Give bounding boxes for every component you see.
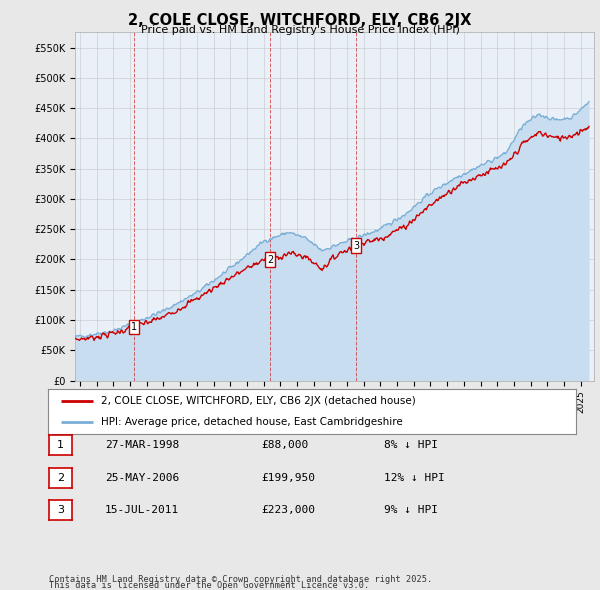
Text: £199,950: £199,950 [261, 473, 315, 483]
Text: 12% ↓ HPI: 12% ↓ HPI [384, 473, 445, 483]
Text: 27-MAR-1998: 27-MAR-1998 [105, 441, 179, 450]
Text: 1: 1 [131, 322, 137, 332]
Text: 3: 3 [57, 506, 64, 515]
Text: 2: 2 [267, 254, 273, 264]
Text: 8% ↓ HPI: 8% ↓ HPI [384, 441, 438, 450]
Text: £223,000: £223,000 [261, 506, 315, 515]
Text: 1: 1 [57, 441, 64, 450]
Text: 3: 3 [353, 241, 359, 251]
Text: HPI: Average price, detached house, East Cambridgeshire: HPI: Average price, detached house, East… [101, 417, 403, 427]
Text: 15-JUL-2011: 15-JUL-2011 [105, 506, 179, 515]
Text: 9% ↓ HPI: 9% ↓ HPI [384, 506, 438, 515]
Text: 2, COLE CLOSE, WITCHFORD, ELY, CB6 2JX (detached house): 2, COLE CLOSE, WITCHFORD, ELY, CB6 2JX (… [101, 396, 416, 407]
Text: Contains HM Land Registry data © Crown copyright and database right 2025.: Contains HM Land Registry data © Crown c… [49, 575, 433, 584]
Text: Price paid vs. HM Land Registry's House Price Index (HPI): Price paid vs. HM Land Registry's House … [140, 25, 460, 35]
Text: £88,000: £88,000 [261, 441, 308, 450]
Text: 2, COLE CLOSE, WITCHFORD, ELY, CB6 2JX: 2, COLE CLOSE, WITCHFORD, ELY, CB6 2JX [128, 13, 472, 28]
Text: 2: 2 [57, 473, 64, 483]
Text: This data is licensed under the Open Government Licence v3.0.: This data is licensed under the Open Gov… [49, 581, 370, 590]
Text: 25-MAY-2006: 25-MAY-2006 [105, 473, 179, 483]
